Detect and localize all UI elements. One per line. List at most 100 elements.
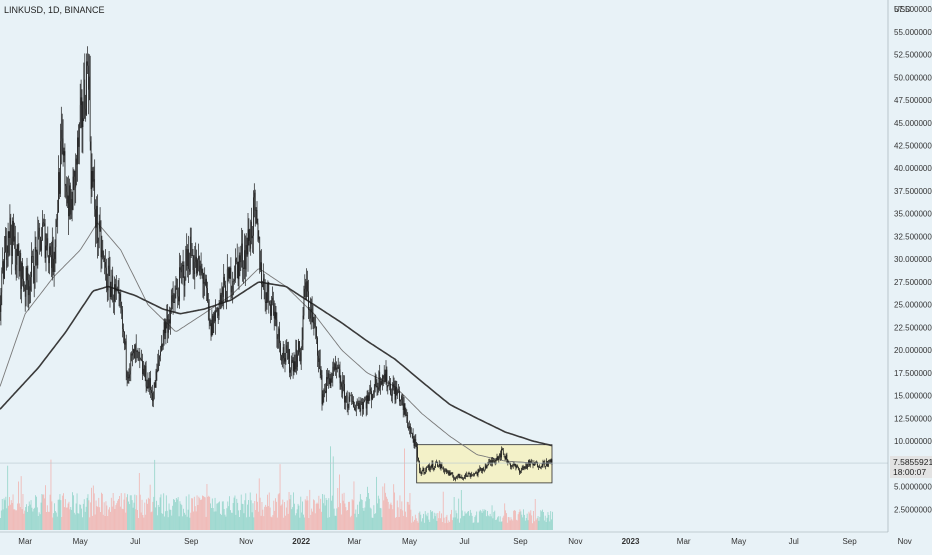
volume-bar [154, 460, 155, 530]
candle-body [421, 473, 422, 474]
candle-body [389, 382, 390, 384]
volume-bar [164, 517, 165, 531]
price-axis[interactable]: 2.50000005.00000007.500000010.000000012.… [894, 5, 932, 514]
volume-bar [334, 509, 335, 530]
candle-body [113, 301, 114, 302]
candle-body [25, 289, 26, 297]
volume-bar [137, 510, 138, 530]
candle-body [415, 439, 416, 442]
volume-bar [427, 516, 428, 530]
volume-bar [70, 507, 71, 530]
candle-body [139, 352, 140, 353]
volume-bar [136, 495, 137, 530]
candle-body [298, 341, 299, 355]
candle-body [530, 461, 531, 465]
volume-bar [327, 518, 328, 530]
volume-bar [353, 500, 354, 530]
candle-body [160, 352, 161, 356]
volume-bar [547, 518, 548, 530]
volume-bar [237, 503, 238, 530]
candle-body [136, 345, 137, 351]
volume-bar [455, 517, 456, 530]
candle-body [47, 238, 48, 245]
candle-body [133, 349, 134, 353]
volume-bar [279, 493, 280, 530]
candle-body [425, 472, 426, 473]
candle-body [299, 341, 300, 352]
volume-bar [436, 513, 437, 530]
candle-body [339, 367, 340, 370]
volume-bar [135, 509, 136, 530]
candle-body [185, 280, 186, 285]
candle-body [250, 222, 251, 249]
candle-body [180, 267, 181, 270]
volume-bar [503, 516, 504, 530]
candle-body [527, 464, 528, 468]
volume-bar [466, 513, 467, 530]
volume-bar [217, 503, 218, 530]
volume-bar [524, 515, 525, 530]
candle-body [517, 466, 518, 467]
candle-body [480, 468, 481, 471]
candle-body [349, 397, 350, 408]
candle-body [507, 455, 508, 462]
volume-bar [129, 504, 130, 530]
candle-body [88, 66, 89, 90]
volume-bar [248, 500, 249, 530]
candle-body [426, 467, 427, 470]
volume-bar [311, 509, 312, 530]
candle-body [502, 449, 503, 450]
candle-body [206, 279, 207, 288]
volume-bar [18, 482, 19, 531]
volume-bar [5, 500, 6, 530]
candle-body [380, 381, 381, 387]
candle-body [35, 247, 36, 283]
candle-body [547, 461, 548, 466]
candle-body [452, 474, 453, 477]
volume-bar [544, 521, 545, 531]
volume-bar [50, 495, 51, 530]
candle-body [20, 253, 21, 271]
candle-body [7, 253, 8, 260]
candle-body [152, 393, 153, 401]
candle-body [392, 388, 393, 396]
volume-bar [80, 505, 81, 530]
candle-body [334, 364, 335, 371]
volume-bar [465, 514, 466, 530]
candle-body [369, 389, 370, 396]
volume-bar [277, 518, 278, 530]
candle-body [516, 466, 517, 468]
volume-bar [253, 503, 254, 530]
candle-body [416, 442, 417, 447]
volume-bar [67, 508, 68, 531]
candle-body [497, 457, 498, 459]
volume-bar [308, 500, 309, 530]
candle-body [205, 279, 206, 285]
candle-body [272, 298, 273, 301]
volume-bar [107, 516, 108, 530]
volume-bar [445, 523, 446, 530]
volume-bar [156, 501, 157, 530]
volume-bar [479, 511, 480, 530]
candle-body [63, 139, 64, 156]
volume-bar [104, 502, 105, 530]
candle-body [29, 286, 30, 290]
candle-body [286, 345, 287, 349]
volume-bar [346, 511, 347, 530]
volume-bar [533, 511, 534, 530]
candle-body [316, 327, 317, 338]
volume-bar [95, 515, 96, 531]
consolidation-box [417, 445, 552, 483]
candle-body [314, 323, 315, 327]
volume-bar [537, 518, 538, 530]
candle-body [308, 291, 309, 310]
candle-body [21, 263, 22, 289]
candle-body [62, 130, 63, 139]
volume-bar [128, 502, 129, 531]
candle-body [446, 470, 447, 473]
volume-bar [120, 507, 121, 530]
volume-bar [152, 502, 153, 530]
volume-bar [286, 508, 287, 531]
